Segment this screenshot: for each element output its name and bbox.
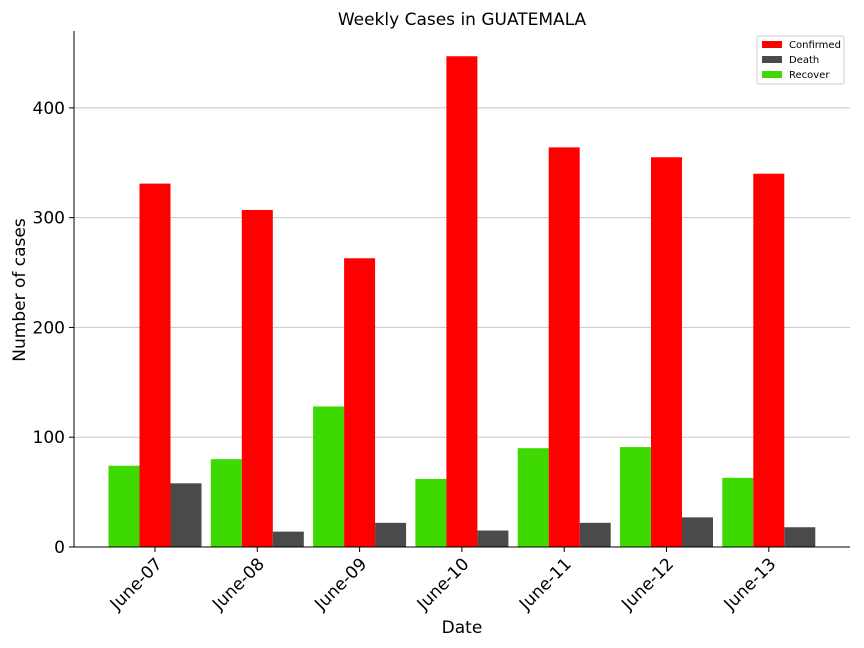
bar-death-june-09 xyxy=(375,522,407,547)
y-tick-label: 300 xyxy=(33,209,65,229)
x-tick-label: June-13 xyxy=(720,554,781,615)
bar-confirmed-june-09 xyxy=(344,258,376,547)
bar-recover-june-07 xyxy=(108,465,140,547)
bar-death-june-10 xyxy=(477,530,509,547)
bar-death-june-08 xyxy=(272,531,304,547)
legend-label-confirmed: Confirmed xyxy=(789,40,841,51)
x-tick-label: June-11 xyxy=(515,554,576,615)
y-tick-label: 400 xyxy=(33,99,65,119)
x-tick-label: June-10 xyxy=(413,554,474,615)
bar-death-june-12 xyxy=(682,517,713,547)
y-tick-label: 0 xyxy=(54,538,65,558)
legend-label-death: Death xyxy=(789,55,819,66)
bar-recover-june-10 xyxy=(415,478,447,547)
legend: Confirmed Death Recover xyxy=(756,35,845,85)
legend-swatch-confirmed xyxy=(762,41,782,48)
bar-recover-june-09 xyxy=(313,406,345,547)
x-axis-label: Date xyxy=(442,618,483,638)
bar-confirmed-june-08 xyxy=(241,209,273,547)
bars xyxy=(108,56,816,548)
bar-confirmed-june-07 xyxy=(139,183,171,547)
bar-confirmed-june-13 xyxy=(753,173,785,548)
x-tick-label: June-08 xyxy=(208,554,269,615)
y-axis-label: Number of cases xyxy=(10,218,30,362)
bar-confirmed-june-10 xyxy=(446,56,478,547)
x-tick-label: June-09 xyxy=(310,554,371,615)
bar-death-june-13 xyxy=(784,527,816,547)
x-tick-label: June-12 xyxy=(617,554,678,615)
bar-death-june-11 xyxy=(579,522,611,547)
legend-label-recover: Recover xyxy=(789,70,830,81)
bar-death-june-07 xyxy=(170,483,202,547)
y-tick-label: 100 xyxy=(33,428,65,448)
bar-confirmed-june-11 xyxy=(548,147,580,548)
bar-recover-june-12 xyxy=(620,447,651,547)
y-tick-label: 200 xyxy=(33,318,65,338)
chart-title: Weekly Cases in GUATEMALA xyxy=(338,10,587,30)
bar-confirmed-june-12 xyxy=(651,157,682,548)
legend-swatch-recover xyxy=(762,71,782,78)
bar-recover-june-13 xyxy=(722,477,754,547)
legend-swatch-death xyxy=(762,56,782,63)
bar-recover-june-11 xyxy=(517,448,549,547)
x-tick-label: June-07 xyxy=(106,554,167,615)
bar-recover-june-08 xyxy=(210,459,242,547)
